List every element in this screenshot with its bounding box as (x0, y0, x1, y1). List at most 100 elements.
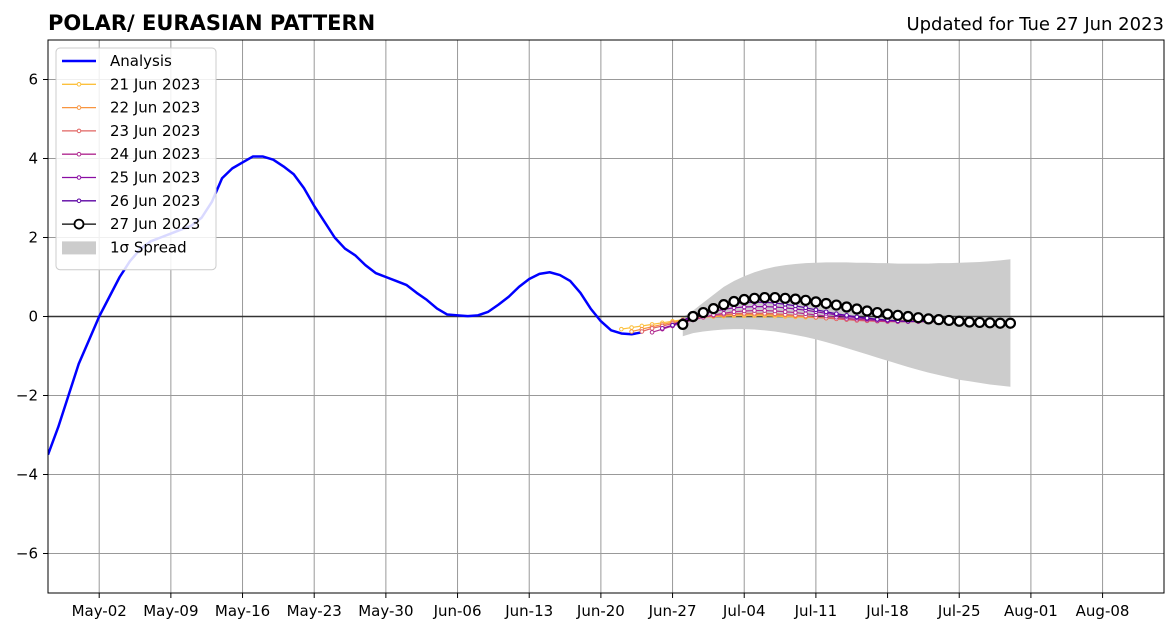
data-point (810, 296, 822, 308)
legend-label: 26 Jun 2023 (110, 192, 200, 210)
x-tick-label: Jun-06 (433, 602, 482, 620)
data-point (963, 316, 976, 328)
legend-marker (76, 175, 82, 180)
data-point (789, 293, 802, 305)
x-tick-label: May-02 (72, 602, 127, 620)
x-tick-label: May-30 (358, 602, 413, 620)
data-point (823, 309, 829, 315)
data-point (731, 309, 737, 315)
x-tick-label: Jun-20 (576, 602, 625, 620)
legend: Analysis 21 Jun 2023 22 Jun 2023 23 Jun 202… (55, 47, 217, 271)
data-point (762, 308, 767, 313)
data-point (677, 318, 689, 330)
data-point (752, 304, 757, 309)
legend-item: 25 Jun 2023 (62, 169, 200, 187)
legend-item: 22 Jun 2023 (62, 99, 200, 117)
legend-label: Analysis (110, 52, 172, 70)
data-point (670, 322, 675, 328)
legend-marker (76, 82, 82, 87)
legend-marker (76, 198, 82, 204)
data-point (748, 292, 761, 304)
y-tick-label: 4 (28, 150, 38, 168)
y-tick-label: 6 (28, 71, 38, 89)
data-point (933, 314, 945, 326)
spread-band (682, 259, 1011, 387)
data-point (834, 311, 839, 317)
data-point (953, 315, 965, 327)
chart-title: POLAR/ EURASIAN PATTERN (48, 11, 375, 35)
data-point (881, 308, 894, 320)
data-point (687, 310, 699, 323)
data-point (779, 292, 791, 304)
data-point (707, 303, 720, 315)
data-point (649, 326, 655, 331)
legend-item: 27 Jun 2023 (62, 215, 200, 233)
data-point (741, 304, 747, 310)
legend-marker (76, 105, 82, 110)
data-point (769, 291, 781, 304)
data-point (728, 295, 740, 308)
data-point (813, 307, 819, 313)
data-point (974, 316, 986, 329)
data-point (772, 308, 778, 314)
x-tick-label: Aug-01 (1004, 602, 1058, 620)
data-point (984, 317, 996, 329)
data-point (994, 317, 1006, 329)
data-point (772, 304, 778, 310)
y-tick-label: −6 (16, 545, 38, 563)
legend-label: 24 Jun 2023 (110, 145, 200, 163)
data-point (1004, 317, 1017, 329)
data-point (697, 306, 709, 319)
x-tick-label: Jul-18 (865, 602, 909, 620)
data-point (830, 299, 842, 311)
data-point (861, 305, 873, 317)
legend-marker (76, 128, 82, 134)
data-point (800, 294, 812, 306)
data-point (741, 308, 747, 314)
data-point (639, 329, 645, 334)
legend-item: Analysis (62, 52, 172, 70)
data-point (864, 315, 870, 321)
legend-marker (73, 218, 85, 230)
data-point (844, 313, 849, 318)
x-tick-label: May-09 (143, 602, 198, 620)
legend-item: 21 Jun 2023 (62, 75, 200, 93)
data-point (943, 314, 955, 327)
legend-label: 27 Jun 2023 (110, 215, 200, 233)
data-point (629, 329, 634, 334)
legend-item: 1σ Spread (62, 238, 187, 256)
data-point (718, 299, 730, 311)
y-tick-label: 2 (28, 229, 38, 247)
data-point (738, 293, 750, 306)
data-point (782, 309, 788, 315)
data-point (854, 314, 860, 320)
data-point (649, 330, 655, 335)
data-point (922, 313, 935, 325)
legend-item: 23 Jun 2023 (62, 122, 200, 140)
data-point (912, 312, 924, 324)
legend-marker (76, 151, 82, 157)
legend-item: 26 Jun 2023 (62, 192, 200, 210)
data-point (892, 309, 904, 321)
legend-label: 22 Jun 2023 (110, 99, 200, 117)
legend-label: 1σ Spread (110, 238, 187, 256)
y-tick-label: 0 (28, 308, 38, 326)
legend-label: 21 Jun 2023 (110, 75, 200, 93)
data-point (902, 310, 914, 323)
data-point (871, 306, 883, 319)
data-point (759, 291, 771, 304)
data-point (619, 326, 624, 332)
data-point (629, 325, 634, 330)
x-tick-label: May-16 (215, 602, 270, 620)
legend-label: 23 Jun 2023 (110, 122, 200, 140)
x-tick-label: May-23 (287, 602, 342, 620)
x-tick-label: Jun-27 (648, 602, 697, 620)
x-tick-label: Jul-25 (937, 602, 981, 620)
axes: May-02 May-09 May-16 May-23 May-30 Jun-06 Jun-… (16, 39, 1165, 620)
data-point (660, 326, 665, 331)
y-tick-label: −2 (16, 387, 38, 405)
data-point (841, 301, 853, 313)
legend-item: 24 Jun 2023 (62, 145, 200, 163)
x-tick-label: Jul-11 (794, 602, 838, 620)
